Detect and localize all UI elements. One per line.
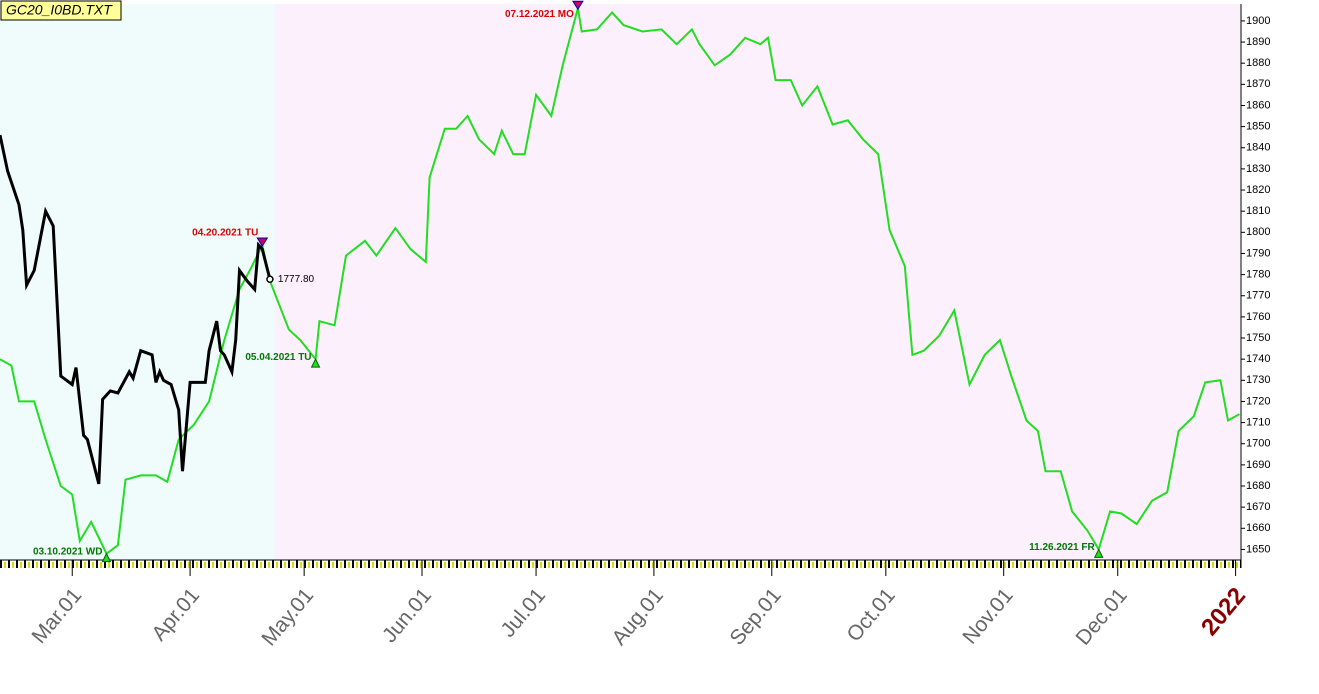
- y-tick-label: 1870: [1246, 78, 1270, 90]
- y-tick-label: 1680: [1246, 480, 1270, 492]
- day-ticks: [0, 560, 1241, 568]
- y-tick-label: 1770: [1246, 290, 1270, 302]
- x-tick-label: Dec.01: [1071, 584, 1131, 650]
- y-tick-label: 1830: [1246, 163, 1270, 175]
- series-line: [0, 134, 272, 485]
- series-line: [0, 7, 1240, 556]
- y-tick-label: 1700: [1246, 438, 1270, 450]
- annotation: 11.26.2021 FR: [1029, 542, 1095, 553]
- x-tick-label: Aug.01: [608, 584, 668, 650]
- y-tick-label: 1650: [1246, 543, 1270, 555]
- x-tick-label: May.01: [257, 584, 318, 650]
- y-tick-label: 1730: [1246, 374, 1270, 386]
- low-marker: [1093, 548, 1104, 558]
- y-tick-label: 1780: [1246, 269, 1270, 281]
- chart-title: GC20_I0BD.TXT: [6, 2, 113, 18]
- x-tick-label: Sep.01: [725, 584, 785, 650]
- y-tick-label: 1850: [1246, 121, 1270, 133]
- y-tick-label: 1740: [1246, 353, 1270, 365]
- y-tick-label: 1720: [1246, 395, 1270, 407]
- high-marker: [256, 237, 269, 247]
- annotation: 07.12.2021 MO: [505, 9, 574, 20]
- low-marker: [101, 552, 112, 563]
- x-tick-label: Jun.01: [378, 584, 436, 647]
- y-tick-label: 1690: [1246, 459, 1270, 471]
- annotation: 04.20.2021 TU: [192, 228, 258, 239]
- annotation: 03.10.2021 WD: [33, 546, 103, 557]
- y-tick-label: 1810: [1246, 205, 1270, 217]
- y-tick-label: 1750: [1246, 332, 1270, 344]
- y-tick-label: 1800: [1246, 226, 1270, 238]
- y-tick-label: 1760: [1246, 311, 1270, 323]
- x-tick-label: Apr.01: [148, 584, 205, 645]
- y-tick-label: 1880: [1246, 57, 1270, 69]
- y-tick-label: 1840: [1246, 142, 1270, 154]
- high-marker: [571, 0, 584, 11]
- region-before: [0, 4, 275, 560]
- low-marker: [310, 358, 321, 368]
- y-tick-label: 1890: [1246, 36, 1270, 48]
- y-tick-label: 1820: [1246, 184, 1270, 196]
- y-tick-label: 1790: [1246, 247, 1270, 259]
- y-tick-label: 1860: [1246, 99, 1270, 111]
- y-tick-label: 1670: [1246, 501, 1270, 513]
- y-tick-label: 1660: [1246, 522, 1270, 534]
- plot: 03.10.2021 WD 04.20.2021 TU 05.04.2021 TU 0…: [0, 0, 1240, 563]
- x-tick-label: 2022: [1196, 583, 1251, 641]
- x-tick-label: Nov.01: [958, 584, 1017, 649]
- x-tick-label: Oct.01: [843, 584, 900, 646]
- annotation: 05.04.2021 TU: [245, 352, 311, 363]
- last-marker: [266, 275, 274, 284]
- region-after: [275, 4, 1240, 560]
- y-tick-label: 1900: [1246, 15, 1270, 27]
- title-box: [0, 0, 122, 21]
- y-tick-label: 1710: [1246, 416, 1270, 428]
- x-tick-label: Jul.01: [496, 584, 550, 642]
- annotation: 1777.80: [278, 274, 315, 285]
- x-tick-label: Mar.01: [27, 584, 86, 648]
